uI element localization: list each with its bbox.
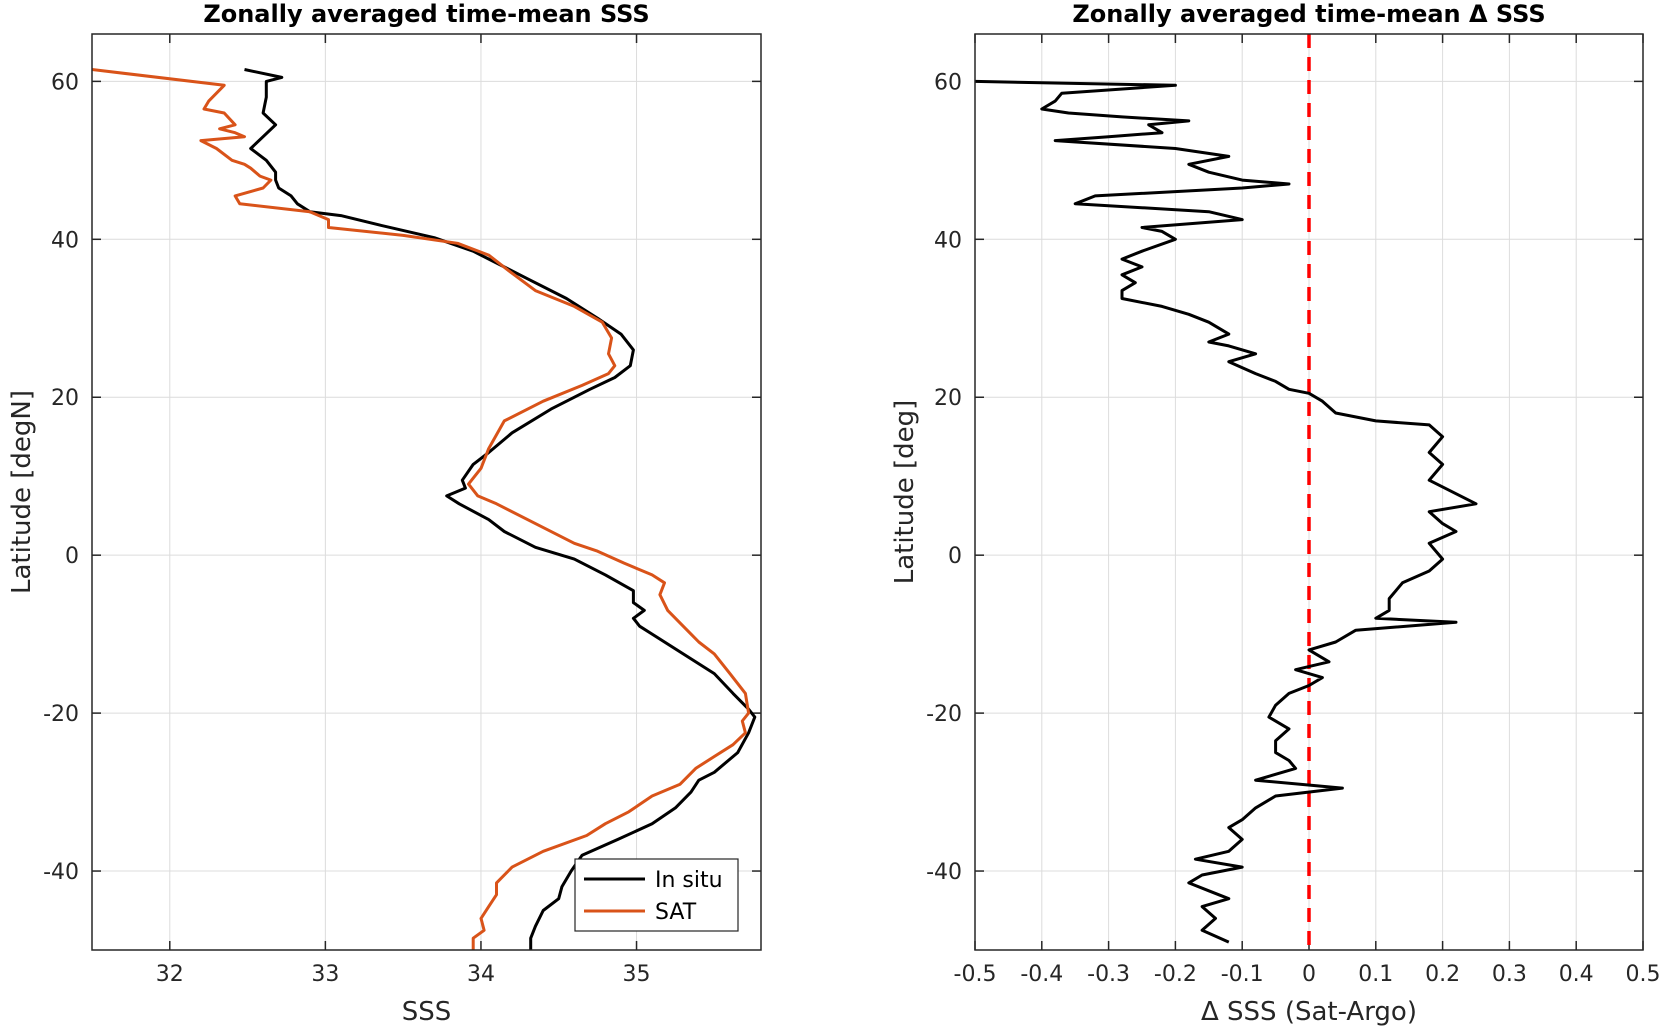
- chart-1-xtick-label: -0.2: [1154, 962, 1197, 987]
- chart-1-xtick-label: 0.3: [1492, 962, 1527, 987]
- chart-0-ytick-label: 60: [51, 70, 79, 95]
- chart-0-ytick-label: -40: [43, 860, 79, 885]
- chart-1-xtick-label: -0.1: [1221, 962, 1264, 987]
- chart-1-xtick-label: 0.4: [1559, 962, 1594, 987]
- chart-0-ytick-label: 0: [65, 544, 79, 569]
- chart-1-title: Zonally averaged time-mean Δ SSS: [1072, 0, 1545, 28]
- chart-1-ytick-label: 0: [948, 544, 962, 569]
- chart-0-xtick-label: 32: [156, 962, 184, 987]
- chart-1-ytick-label: 20: [934, 386, 962, 411]
- chart-0-plot-area: [92, 34, 761, 950]
- chart-0-series-sat-line: [92, 68, 751, 950]
- chart-0-series-in-situ-line: [244, 68, 757, 950]
- chart-1-xtick-label: 0.1: [1358, 962, 1393, 987]
- chart-0-ylabel: Latitude [degN]: [7, 390, 37, 594]
- chart-0-ytick-label: -20: [43, 702, 79, 727]
- chart-0-legend-box: [574, 858, 739, 932]
- chart-1-axes-frame: [974, 33, 1644, 951]
- chart-1-xtick-label: -0.4: [1020, 962, 1063, 987]
- chart-1-ylabel: Latitude [deg]: [890, 400, 920, 585]
- chart-1-series-0-line: [975, 79, 1478, 944]
- chart-1-xtick-label: 0.5: [1626, 962, 1661, 987]
- chart-0-axes-frame: [91, 33, 762, 951]
- chart-1-ytick-label: 40: [934, 228, 962, 253]
- chart-0-xtick-label: 34: [467, 962, 495, 987]
- chart-1-ytick-label: 60: [934, 70, 962, 95]
- chart-1-ytick-label: -40: [926, 860, 962, 885]
- chart-0-ytick-label: 20: [51, 386, 79, 411]
- chart-0-legend-label-1: SAT: [655, 900, 697, 925]
- chart-0-legend-label-0: In situ: [655, 868, 723, 893]
- chart-1-xlabel: Δ SSS (Sat-Argo): [1201, 997, 1417, 1027]
- chart-1-ytick-label: -20: [926, 702, 962, 727]
- chart-1-xtick-label: -0.3: [1087, 962, 1130, 987]
- chart-0-ytick-label: 40: [51, 228, 79, 253]
- chart-0-xlabel: SSS: [402, 997, 452, 1027]
- chart-0-legend: In situ SAT: [574, 858, 739, 932]
- chart-0-xtick-label: 33: [311, 962, 339, 987]
- chart-1-xtick-label: 0.2: [1425, 962, 1460, 987]
- chart-1-xtick-label: 0: [1302, 962, 1316, 987]
- chart-0-xtick-label: 35: [623, 962, 651, 987]
- chart-0-title: Zonally averaged time-mean SSS: [203, 0, 649, 28]
- chart-1-xtick-label: -0.5: [954, 962, 997, 987]
